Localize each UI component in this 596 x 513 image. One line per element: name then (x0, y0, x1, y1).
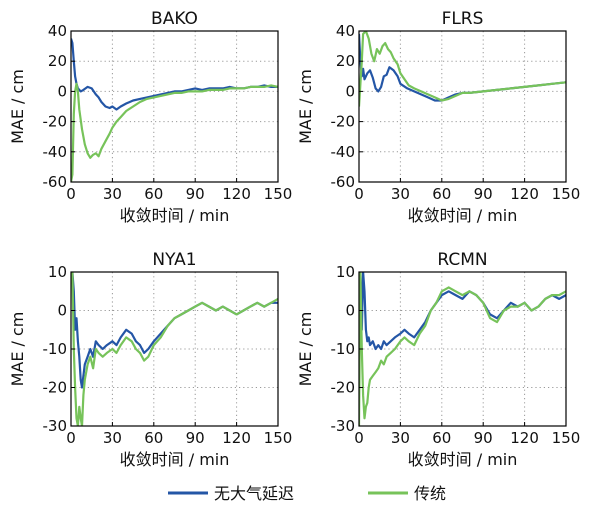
x-tick-label: 30 (103, 185, 122, 203)
x-tick-label: 30 (391, 185, 410, 203)
y-tick-label: 40 (48, 22, 67, 40)
series-line-b (359, 272, 566, 426)
chart-title: FLRS (442, 9, 484, 29)
x-axis-label: 收敛时间 / min (120, 206, 230, 225)
chart-title: RCMN (437, 250, 487, 270)
x-tick-label: 120 (222, 429, 251, 447)
y-tick-label: -40 (43, 143, 68, 161)
x-tick-label: 90 (186, 185, 205, 203)
chart-title: NYA1 (152, 250, 196, 270)
y-tick-label: 20 (336, 52, 355, 70)
y-tick-label: 40 (336, 22, 355, 40)
x-tick-label: 150 (552, 185, 581, 203)
chart-title: BAKO (151, 9, 198, 29)
chart-panel-4: RCMN 0 30 60 90 120 150 10 0 -10 -20 -30 收敛时间 / min M… (296, 250, 580, 469)
y-axis-label: MAE / cm (296, 312, 315, 387)
y-axis-label: MAE / cm (8, 69, 27, 144)
series-line-a (71, 272, 278, 389)
x-tick-label: 90 (474, 429, 493, 447)
plot-frame (358, 30, 567, 183)
x-tick-label: 0 (66, 429, 76, 447)
chart-panel-1: BAKO 0 30 60 90 120 150 40 20 0 -20 -40 -60 收敛时间 / mi… (8, 9, 292, 225)
series-line-a (71, 38, 278, 111)
series-line-a (359, 33, 566, 102)
series-group (71, 272, 278, 426)
y-tick-label: 0 (345, 82, 355, 100)
y-tick-label: -20 (331, 379, 356, 397)
y-tick-label: -60 (331, 173, 356, 191)
y-tick-label: -20 (43, 379, 68, 397)
y-tick-label: 10 (336, 263, 355, 281)
y-tick-label: 0 (345, 302, 355, 320)
x-tick-label: 0 (66, 185, 76, 203)
chart-panel-3: NYA1 0 30 60 90 120 150 10 0 -10 -20 -30 收敛时间 / min M… (8, 250, 292, 469)
x-tick-label: 30 (103, 429, 122, 447)
legend-label-series-a: 无大气延迟 (214, 484, 294, 503)
y-tick-label: -40 (331, 143, 356, 161)
y-tick-label: -20 (43, 113, 68, 131)
x-tick-label: 60 (144, 185, 163, 203)
y-tick-label: -20 (331, 113, 356, 131)
series-group (359, 31, 566, 107)
x-tick-label: 0 (354, 429, 364, 447)
x-tick-label: 90 (186, 429, 205, 447)
panels: BAKO 0 30 60 90 120 150 40 20 0 -20 -40 -60 收敛时间 / mi… (8, 9, 580, 469)
y-axis-label: MAE / cm (8, 312, 27, 387)
y-tick-label: 0 (57, 82, 67, 100)
x-tick-label: 150 (552, 429, 581, 447)
chart-panel-2: FLRS 0 30 60 90 120 150 40 20 0 -20 -40 -60 收敛时间 / mi… (296, 9, 580, 225)
x-tick-label: 150 (264, 429, 293, 447)
legend-label-series-b: 传统 (414, 484, 446, 503)
legend: 无大气延迟 传统 (168, 484, 446, 503)
y-tick-label: -10 (331, 340, 356, 358)
x-tick-label: 90 (474, 185, 493, 203)
series-line-b (71, 82, 278, 182)
y-tick-label: -30 (331, 417, 356, 435)
x-axis-label: 收敛时间 / min (120, 450, 230, 469)
plot-frame (70, 30, 279, 183)
y-tick-label: -10 (43, 340, 68, 358)
x-tick-label: 150 (264, 185, 293, 203)
y-axis-label: MAE / cm (296, 69, 315, 144)
series-line-b (359, 31, 566, 107)
y-tick-label: 10 (48, 263, 67, 281)
x-tick-label: 120 (510, 185, 539, 203)
series-group (359, 272, 566, 426)
x-tick-label: 120 (222, 185, 251, 203)
x-tick-label: 0 (354, 185, 364, 203)
x-tick-label: 60 (144, 429, 163, 447)
x-axis-label: 收敛时间 / min (408, 450, 518, 469)
x-axis-label: 收敛时间 / min (408, 206, 518, 225)
series-line-a (359, 272, 566, 388)
series-line-b (71, 272, 278, 426)
x-tick-label: 60 (432, 185, 451, 203)
x-tick-label: 30 (391, 429, 410, 447)
x-tick-label: 120 (510, 429, 539, 447)
y-tick-label: -60 (43, 173, 68, 191)
series-group (71, 38, 278, 182)
y-tick-label: -30 (43, 417, 68, 435)
y-tick-label: 0 (57, 302, 67, 320)
x-tick-label: 60 (432, 429, 451, 447)
y-tick-label: 20 (48, 52, 67, 70)
